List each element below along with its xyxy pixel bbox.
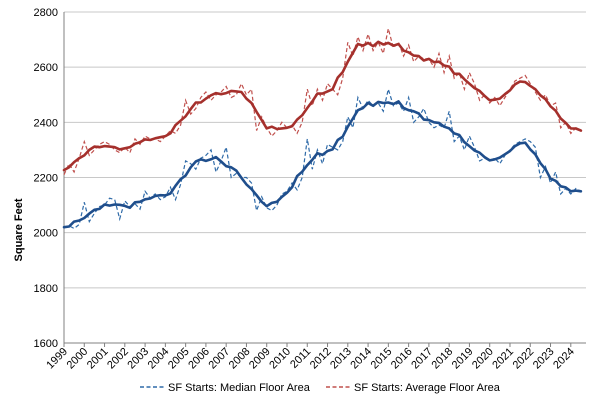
x-tick-label: 2006	[186, 346, 212, 372]
x-tick-label: 2008	[227, 346, 253, 372]
x-tick-label: 2023	[531, 346, 557, 372]
x-tick-label: 2005	[166, 346, 192, 372]
axes	[63, 12, 586, 347]
y-tick-label: 2600	[34, 62, 58, 74]
x-tick-label: 2021	[490, 346, 516, 372]
series-lines	[62, 28, 583, 230]
x-tick-label: 2016	[389, 346, 415, 372]
gridlines	[64, 11, 586, 344]
legend-label: SF Starts: Median Floor Area	[168, 382, 311, 394]
x-tick-label: 2011	[288, 346, 313, 371]
y-tick-label: 2400	[34, 117, 58, 129]
x-tick-label: 2001	[85, 346, 111, 372]
average-trend-line	[62, 40, 583, 172]
legend: SF Starts: Median Floor Area SF Starts: A…	[140, 382, 501, 394]
tick-labels: 1600180020002200240026002800199920002001…	[34, 7, 577, 371]
x-tick-label: 2024	[551, 346, 577, 372]
x-tick-label: 2013	[328, 346, 354, 372]
x-tick-label: 2017	[409, 346, 435, 372]
x-tick-label: 2014	[348, 346, 374, 372]
x-tick-label: 2009	[247, 346, 273, 372]
y-tick-label: 2000	[34, 228, 58, 240]
y-tick-label: 2800	[34, 7, 58, 19]
median-series-line	[63, 86, 582, 230]
legend-label: SF Starts: Average Floor Area	[354, 382, 501, 394]
x-tick-label: 2007	[206, 346, 232, 372]
x-tick-label: 2022	[511, 346, 537, 372]
y-tick-label: 1600	[34, 338, 58, 350]
y-axis-label: Square Feet	[13, 198, 25, 261]
x-tick-label: 2003	[125, 346, 151, 372]
x-tick-label: 2002	[105, 346, 131, 372]
x-tick-label: 2000	[65, 346, 91, 372]
x-tick-label: 2012	[308, 346, 334, 372]
y-tick-label: 1800	[34, 283, 58, 295]
x-tick-label: 2019	[450, 346, 476, 372]
average-series-line	[63, 28, 582, 175]
x-tick-label: 2018	[429, 346, 455, 372]
median-trend-line	[62, 100, 583, 229]
x-tick-label: 2015	[369, 346, 395, 372]
x-tick-label: 2020	[470, 346, 496, 372]
x-tick-label: 2004	[146, 346, 172, 372]
x-tick-label: 2010	[267, 346, 293, 372]
y-tick-label: 2200	[34, 173, 58, 185]
